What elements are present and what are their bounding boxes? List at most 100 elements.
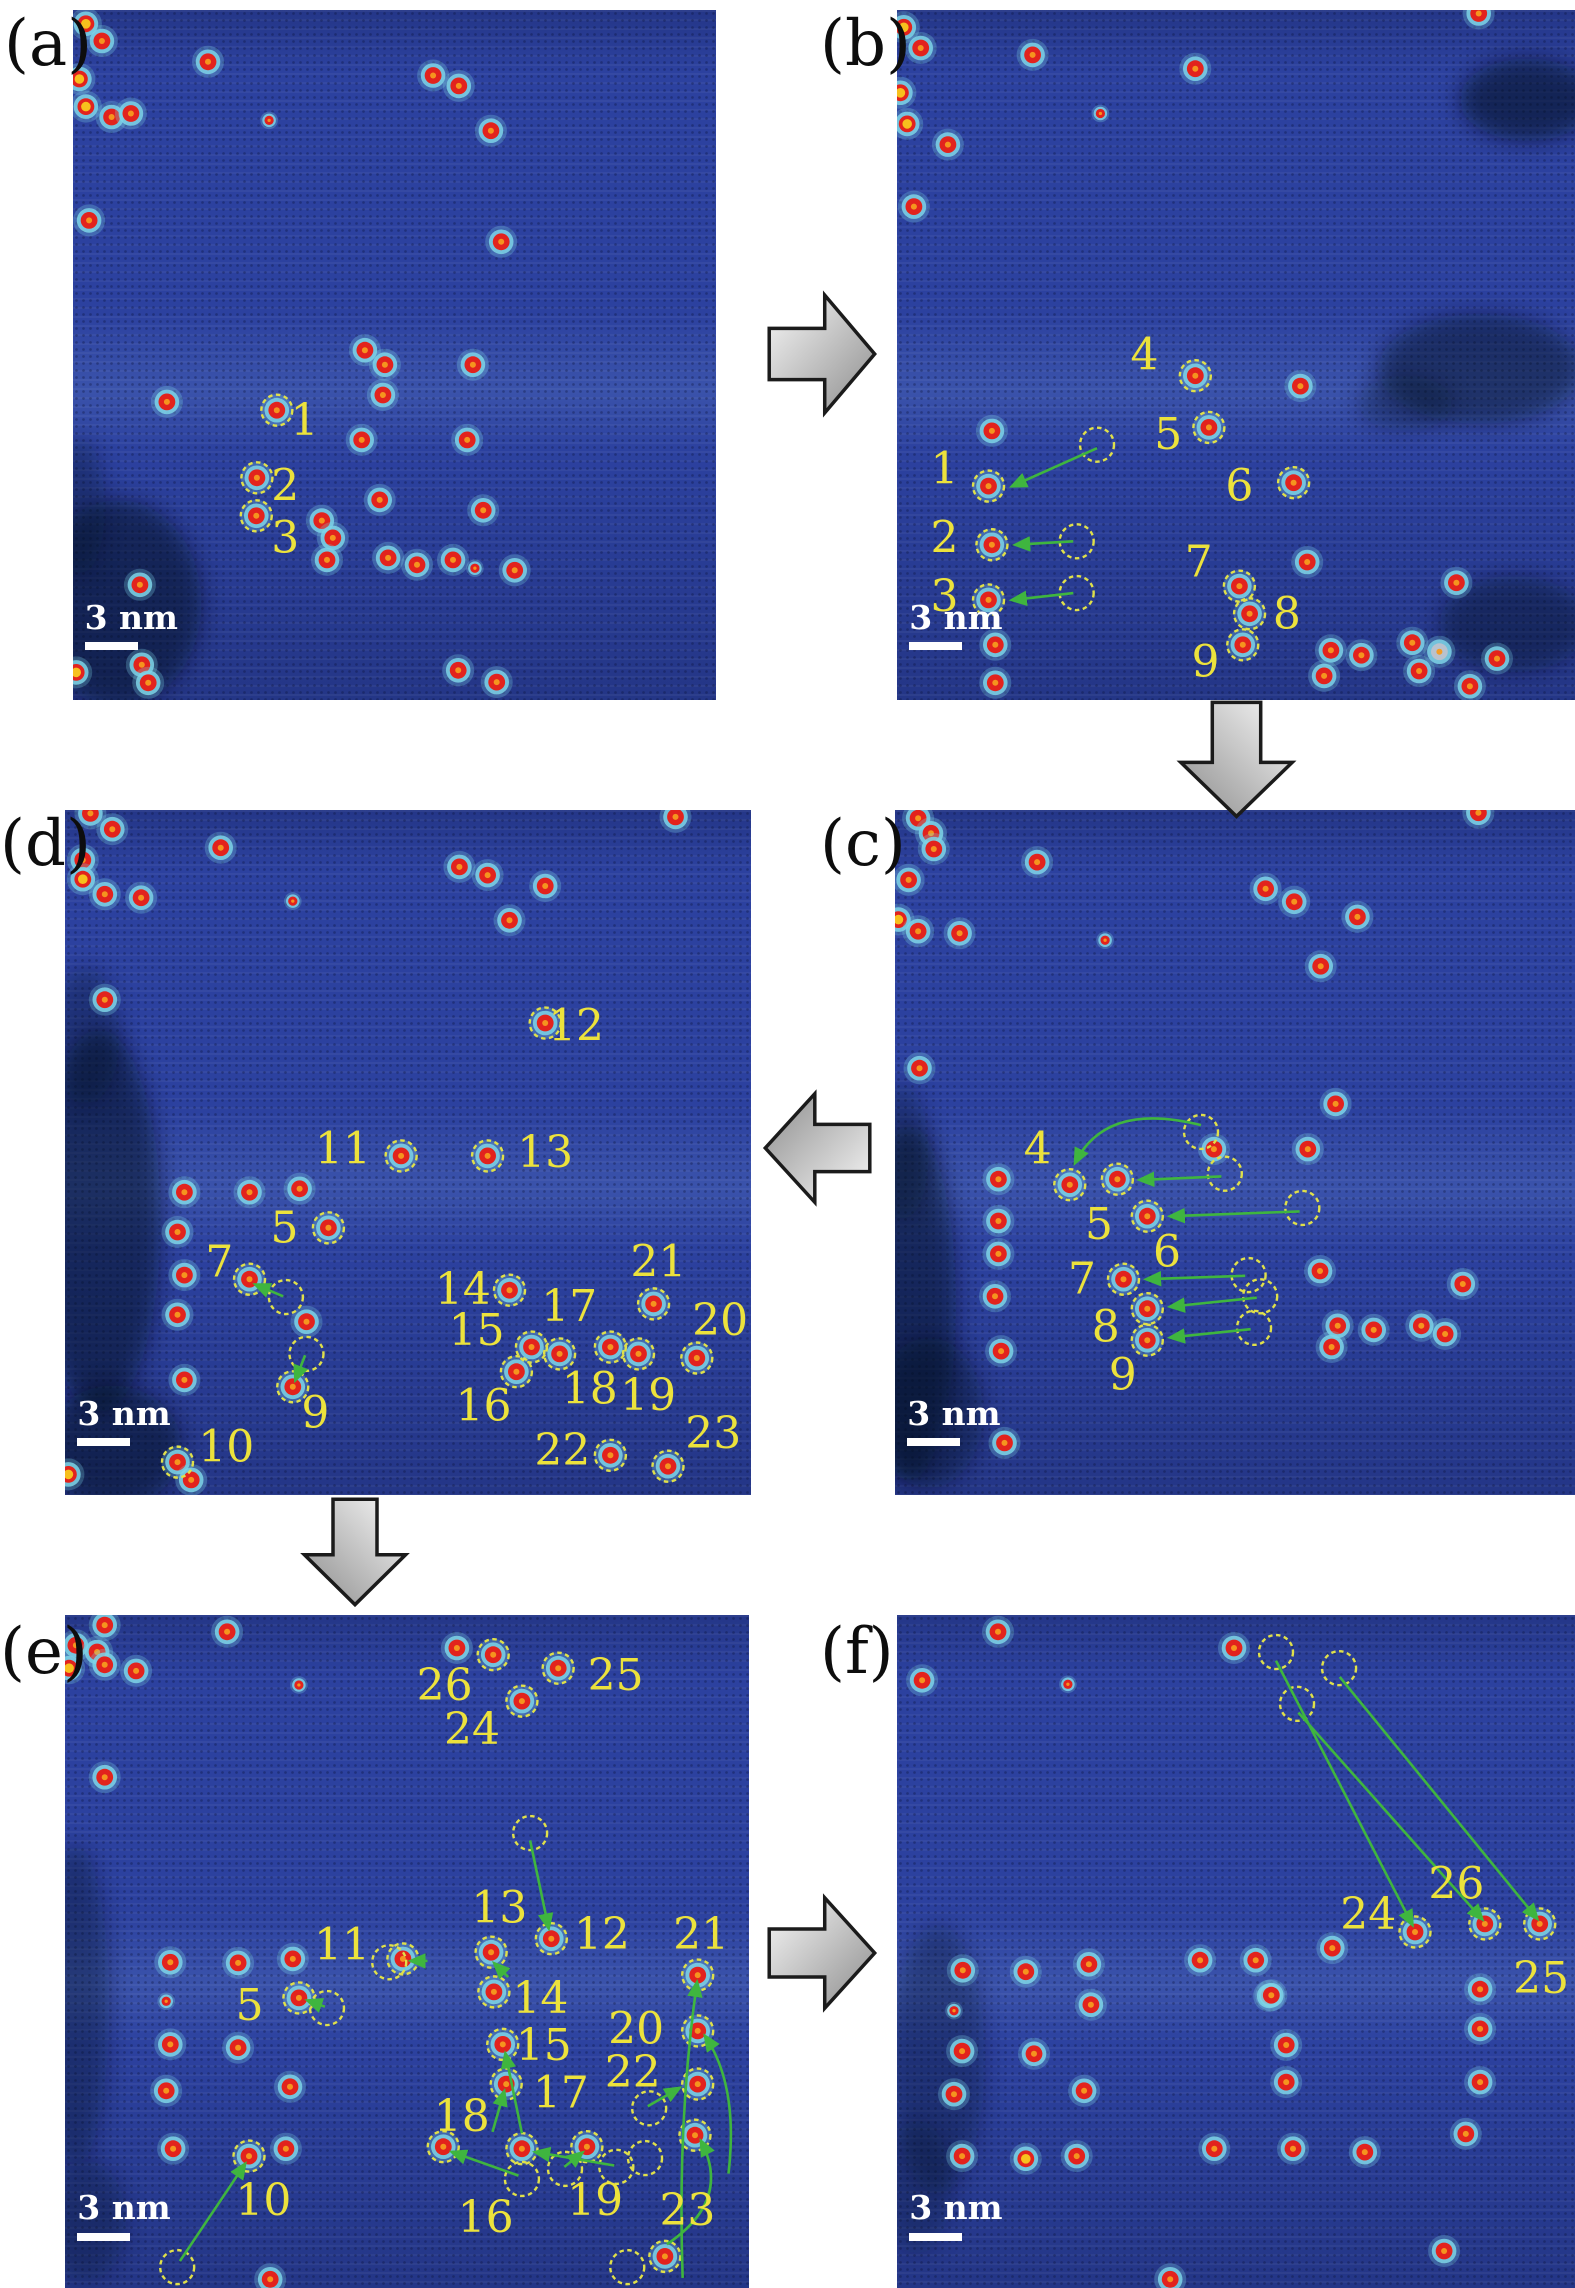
- adsorbate-dot: [904, 32, 937, 64]
- adsorbate-dot: [312, 1211, 345, 1244]
- move-arrow: [252, 1283, 284, 1298]
- adsorbate-dot: [1396, 626, 1429, 659]
- vacated-site-circle: [1230, 1256, 1267, 1294]
- scale-bar-line: [907, 1437, 961, 1446]
- move-arrow: [647, 2086, 683, 2108]
- adsorbate-dot: [1348, 2136, 1381, 2169]
- adsorbate-dot: [1021, 846, 1054, 879]
- move-arrow: [703, 2033, 733, 2174]
- adsorbate-dot: [946, 2035, 979, 2068]
- adsorbate-dot: [529, 870, 562, 902]
- scale-bar-line: [84, 642, 138, 651]
- particle-number-label: 21: [630, 1237, 686, 1288]
- adsorbate-dot: [972, 583, 1005, 616]
- particle-number-label: 12: [548, 1000, 604, 1051]
- particle-number-label: 9: [1191, 637, 1219, 688]
- adsorbate-dot: [931, 128, 964, 161]
- numbered-site-ring: [239, 499, 273, 533]
- vacated-site-circle: [1058, 523, 1095, 560]
- particle-number-label: 7: [1185, 537, 1213, 588]
- adsorbate-dot: [168, 1259, 201, 1292]
- adsorbate-dot: [363, 483, 396, 516]
- numbered-site-ring: [240, 461, 274, 495]
- numbered-site-ring: [505, 1684, 539, 1718]
- particle-number-label: 5: [271, 1202, 299, 1253]
- adsorbate-dot: [943, 917, 976, 950]
- adsorbate-dot: [1184, 1944, 1217, 1977]
- adsorbate-dot: [1009, 2142, 1042, 2175]
- adsorbate-dot: [1009, 1955, 1042, 1988]
- adsorbate-dot: [946, 2140, 979, 2173]
- move-arrow: [1166, 1207, 1300, 1224]
- adsorbate-dot: [474, 114, 507, 147]
- adsorbate-dot: [222, 1946, 255, 1979]
- adsorbate-dot: [157, 1992, 175, 2011]
- adsorbate-dot: [443, 850, 476, 883]
- numbered-site-ring: [499, 1355, 534, 1389]
- adsorbate-dot: [988, 1426, 1021, 1459]
- adsorbate-dot: [192, 45, 224, 78]
- particle-number-label: 19: [620, 1370, 676, 1421]
- adsorbate-dot: [1284, 370, 1317, 403]
- adsorbate-dot: [972, 470, 1005, 503]
- numbered-site-ring: [636, 1287, 671, 1321]
- adsorbate-dot: [175, 1463, 208, 1495]
- move-arrow: [491, 2087, 508, 2133]
- particle-number-label: 3: [271, 512, 299, 563]
- particle-number-label: 10: [198, 1422, 254, 1473]
- adsorbate-dot: [1131, 1292, 1164, 1325]
- move-arrow: [528, 1840, 554, 1932]
- adsorbate-dot: [274, 2070, 306, 2103]
- particle-number-label: 19: [567, 2175, 623, 2226]
- adsorbate-dot: [1423, 635, 1456, 668]
- numbered-site-ring: [1100, 1162, 1135, 1196]
- particle-number-label: 17: [541, 1281, 597, 1332]
- adsorbate-dot: [88, 878, 121, 911]
- adsorbate-dot: [475, 1936, 508, 1969]
- move-arrow: [448, 2149, 519, 2177]
- particle-number-label: 11: [314, 1919, 370, 1970]
- particle-number-label: 6: [1225, 461, 1253, 512]
- numbered-site-ring: [1130, 1323, 1164, 1357]
- adsorbate-dot: [1101, 1163, 1134, 1196]
- adsorbate-dot: [1464, 2066, 1497, 2099]
- dark-defect-region: [1459, 58, 1575, 142]
- adsorbate-dot: [1319, 1087, 1352, 1120]
- move-arrow: [1338, 1676, 1540, 1922]
- adsorbate-dot: [73, 90, 102, 123]
- adsorbate-dot: [284, 892, 302, 910]
- dark-defect-region: [65, 1029, 162, 1413]
- adsorbate-dot: [471, 1139, 504, 1172]
- adsorbate-dot: [895, 863, 925, 896]
- adsorbate-dot: [385, 1139, 418, 1172]
- numbered-site-ring: [1232, 597, 1267, 631]
- particle-number-label: 13: [517, 1127, 573, 1178]
- numbered-site-ring: [232, 2139, 266, 2173]
- adsorbate-dot: [74, 810, 107, 830]
- numbered-site-ring: [384, 1139, 418, 1173]
- adsorbate-dot: [938, 2078, 970, 2111]
- scale-bar: 3 nm: [909, 2188, 1112, 2241]
- adsorbate-dot: [125, 881, 158, 914]
- adsorbate-dot: [366, 379, 399, 411]
- particle-number-label: 12: [574, 1909, 630, 1960]
- dark-defect-region: [895, 1084, 929, 1221]
- numbered-site-ring: [680, 1341, 714, 1375]
- numbered-site-ring: [232, 1262, 267, 1296]
- scale-bar-label: 3 nm: [909, 2188, 1003, 2228]
- adsorbate-dot: [985, 1335, 1018, 1368]
- adsorbate-dot: [1440, 566, 1473, 599]
- scale-bar-line: [77, 1437, 131, 1446]
- adsorbate-dot: [1304, 1255, 1336, 1287]
- vacated-site-circle: [308, 1989, 346, 2027]
- dark-defect-region: [73, 437, 106, 576]
- adsorbate-dot: [897, 76, 917, 109]
- dark-defect-region: [895, 1337, 984, 1489]
- adsorbate-dot: [979, 666, 1012, 699]
- scale-bar: 3 nm: [77, 2190, 282, 2241]
- numbered-site-ring: [160, 1445, 195, 1479]
- scale-bar-line: [909, 642, 963, 651]
- adsorbate-dot: [168, 1176, 201, 1209]
- adsorbate-dot: [1072, 1948, 1105, 1981]
